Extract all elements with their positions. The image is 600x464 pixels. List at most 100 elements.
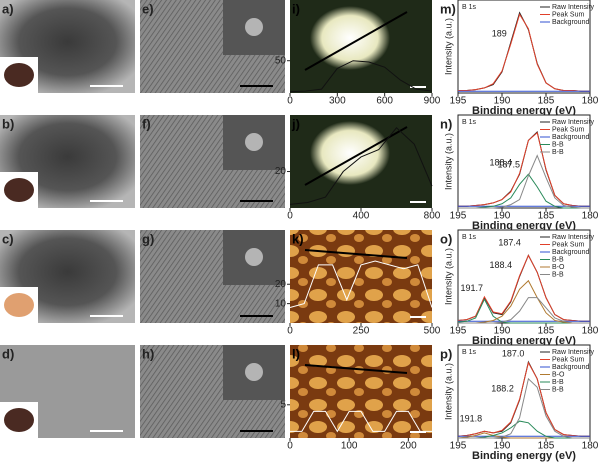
peak-label: 187.0 <box>502 348 525 358</box>
y-tick-label: 20 <box>275 166 287 177</box>
legend-label: B-B <box>552 149 564 156</box>
x-tick-label: 195 <box>450 441 467 452</box>
x-tick-label: 180 <box>582 96 599 107</box>
legend-label: Raw Intensity <box>552 119 595 126</box>
panel-label: l) <box>292 346 300 361</box>
x-tick-label: 900 <box>424 96 441 107</box>
peak-label: 187.4 <box>498 238 521 248</box>
x-tick-label: 195 <box>450 211 467 222</box>
plot-frame <box>457 344 591 439</box>
panel-label: e) <box>142 1 154 16</box>
x-axis-label: Binding energy (eV) <box>472 450 576 462</box>
panel-label: k) <box>292 231 304 246</box>
x-tick-label: 200 <box>400 441 417 452</box>
panel-label: i) <box>292 1 300 16</box>
panel-label: n) <box>440 116 452 131</box>
series-line <box>289 60 433 93</box>
x-tick-label: 190 <box>494 211 511 222</box>
legend-label: Background <box>552 364 589 371</box>
x-axis-label: Binding energy (eV) <box>472 335 576 347</box>
panel-label: f) <box>142 116 151 131</box>
annotation: B 1s <box>462 234 477 241</box>
y-axis-label: Intensity (a.u.) <box>443 363 453 420</box>
fft-spot <box>245 18 263 36</box>
legend-label: Background <box>552 249 589 256</box>
peak-label: 191.7 <box>461 283 484 293</box>
series-line <box>289 260 433 308</box>
legend-label: B-B <box>552 256 564 263</box>
peak-label: 188.2 <box>491 383 514 393</box>
fft-spot <box>245 363 263 381</box>
legend-label: Background <box>552 19 589 26</box>
afm-image <box>290 345 432 438</box>
series-line <box>458 154 590 209</box>
series-line <box>458 297 590 324</box>
x-tick-label: 190 <box>494 326 511 337</box>
annotation: B 1s <box>462 349 477 356</box>
x-tick-label: 185 <box>538 211 555 222</box>
peak-label: 188.4 <box>490 260 513 270</box>
series-line <box>458 377 590 439</box>
y-axis-label: Intensity (a.u.) <box>443 133 453 190</box>
x-tick-label: 600 <box>376 96 393 107</box>
x-tick-label: 195 <box>450 326 467 337</box>
profile-cut <box>304 249 408 259</box>
series-line <box>290 410 432 433</box>
legend-label: B-O <box>552 371 565 378</box>
legend-label: Peak Sum <box>552 241 584 248</box>
x-tick-label: 800 <box>424 211 441 222</box>
x-tick-label: 400 <box>353 211 370 222</box>
panel-label: g) <box>142 231 154 246</box>
legend-label: Peak Sum <box>552 126 584 133</box>
panel-label: m) <box>440 1 456 16</box>
x-tick-label: 180 <box>582 326 599 337</box>
legend-label: Raw Intensity <box>552 234 595 241</box>
peak-label: 189 <box>492 29 507 39</box>
x-tick-label: 300 <box>329 96 346 107</box>
afm-particle <box>310 6 390 70</box>
x-axis-label: Binding energy (eV) <box>472 220 576 232</box>
legend-label: B-O <box>552 264 565 271</box>
profile-cut <box>304 364 408 374</box>
afm-particle <box>310 121 390 185</box>
series-line <box>458 13 590 92</box>
panel-label: d) <box>2 346 14 361</box>
profile-cut <box>304 11 408 71</box>
y-tick-label: 10 <box>275 298 287 309</box>
series-line <box>457 361 590 437</box>
annotation: B 1s <box>462 4 477 11</box>
series-line <box>289 127 433 205</box>
annotation: B 1s <box>462 119 477 126</box>
powder <box>4 408 34 432</box>
legend-label: B-B <box>552 141 564 148</box>
panel-label: j) <box>291 116 300 131</box>
legend-label: Peak Sum <box>552 356 584 363</box>
x-tick-label: 180 <box>582 441 599 452</box>
plot-frame <box>457 0 591 94</box>
panel-label: o) <box>440 231 452 246</box>
panel-label: a) <box>2 1 14 16</box>
y-tick-label: 5 <box>280 399 286 410</box>
legend-label: B-B <box>552 386 564 393</box>
fft-spot <box>245 248 263 266</box>
legend-label: Background <box>552 134 589 141</box>
legend-label: Raw Intensity <box>552 4 595 11</box>
legend-label: B-B <box>552 271 564 278</box>
y-tick-label: 50 <box>275 55 287 66</box>
legend-label: B-B <box>552 379 564 386</box>
y-tick-label: 20 <box>275 279 287 290</box>
x-tick-label: 185 <box>538 441 555 452</box>
series-line <box>458 131 590 207</box>
y-axis-label: Intensity (a.u.) <box>443 248 453 305</box>
x-tick-label: 180 <box>582 211 599 222</box>
x-tick-label: 185 <box>538 96 555 107</box>
afm-image <box>290 230 432 323</box>
x-tick-label: 195 <box>450 96 467 107</box>
panel-label: c) <box>2 231 14 246</box>
fft-spot <box>245 133 263 151</box>
x-tick-label: 0 <box>287 441 293 452</box>
powder <box>4 63 34 87</box>
panel-label: h) <box>142 346 154 361</box>
